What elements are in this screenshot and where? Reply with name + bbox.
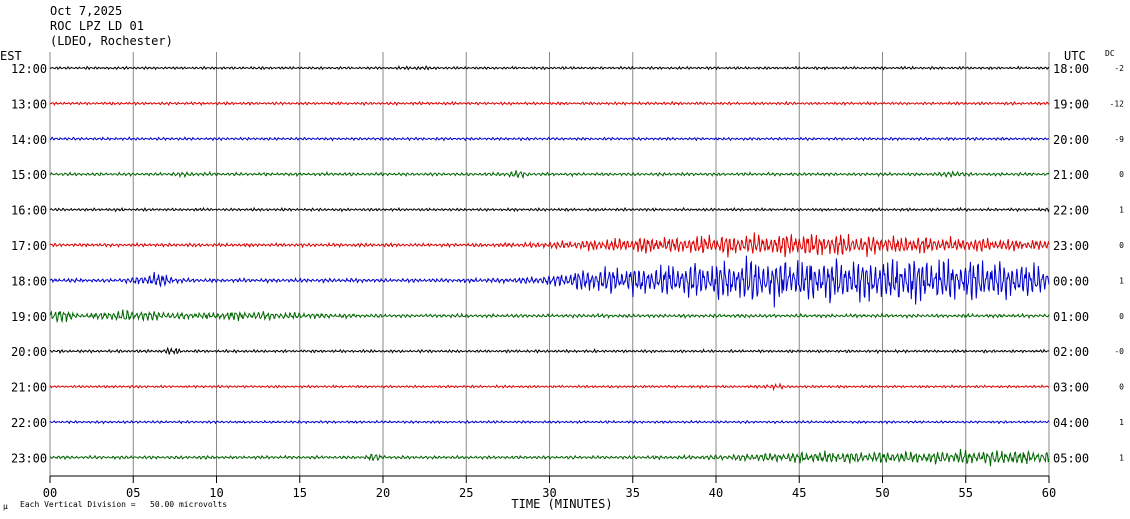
est-hour-label: 16:00 — [11, 204, 47, 218]
utc-hour-label: 22:00 — [1053, 204, 1089, 218]
est-hour-label: 23:00 — [11, 451, 47, 465]
seismogram-trace — [49, 100, 1050, 107]
est-hour-label: 17:00 — [11, 239, 47, 253]
x-tick-label: 45 — [792, 486, 806, 500]
dc-offset-label: 1 — [1119, 418, 1124, 427]
utc-hour-label: 19:00 — [1053, 97, 1089, 111]
utc-hour-label: 04:00 — [1053, 416, 1089, 430]
utc-hour-label: 02:00 — [1053, 345, 1089, 359]
dc-offset-label: 0 — [1119, 383, 1124, 392]
seismogram-trace — [49, 232, 1050, 258]
utc-hour-label: 03:00 — [1053, 381, 1089, 395]
seismogram-trace — [49, 136, 1050, 142]
dc-offset-label: 1 — [1119, 276, 1124, 285]
dc-offset-label: -0 — [1114, 347, 1124, 356]
utc-hour-label: 20:00 — [1053, 133, 1089, 147]
x-tick-label: 35 — [626, 486, 640, 500]
est-hour-label: 13:00 — [11, 97, 47, 111]
dc-offset-label: 0 — [1119, 170, 1124, 179]
utc-hour-label: 01:00 — [1053, 310, 1089, 324]
x-tick-label: 00 — [43, 486, 57, 500]
x-tick-label: 55 — [959, 486, 973, 500]
seismogram-traces — [49, 65, 1050, 467]
est-hour-label: 21:00 — [11, 381, 47, 395]
minute-gridlines — [49, 52, 1050, 476]
est-hour-label: 12:00 — [11, 62, 47, 76]
x-tick-label: 60 — [1042, 486, 1056, 500]
seismogram-trace — [49, 382, 1050, 392]
microvolt-icon: μ — [3, 502, 8, 511]
est-hour-label: 15:00 — [11, 168, 47, 182]
hour-labels: 12:00 18:00 -2 13:00 19:00 -12 14:00 20:00 -9 15:… — [11, 62, 1124, 465]
dc-offset-label: -12 — [1110, 99, 1125, 108]
utc-hour-label: 21:00 — [1053, 168, 1089, 182]
dc-offset-label: -9 — [1114, 135, 1124, 144]
x-tick-label: 30 — [542, 486, 556, 500]
x-tick-label: 20 — [376, 486, 390, 500]
utc-hour-label: 23:00 — [1053, 239, 1089, 253]
dc-offset-label: 1 — [1119, 206, 1124, 215]
scale-note: Each Vertical Division = 50.00 microvolt… — [20, 500, 227, 509]
utc-axis-title: UTC — [1064, 49, 1086, 63]
seismogram-trace — [49, 419, 1050, 425]
x-tick-label: 15 — [293, 486, 307, 500]
seismogram-trace — [49, 206, 1050, 213]
x-tick-label: 50 — [875, 486, 889, 500]
seismogram-trace — [50, 255, 1050, 308]
dc-offset-label: 1 — [1119, 453, 1124, 462]
chart-date: Oct 7,2025 — [50, 4, 123, 18]
est-hour-label: 20:00 — [11, 345, 47, 359]
est-hour-label: 22:00 — [11, 416, 47, 430]
est-hour-label: 19:00 — [11, 310, 47, 324]
dc-column-title: DC — [1105, 49, 1115, 58]
station-code: ROC LPZ LD 01 — [50, 19, 144, 33]
seismogram-trace — [49, 170, 1050, 180]
seismogram-trace — [49, 309, 1050, 324]
dc-offset-label: 0 — [1119, 241, 1124, 250]
x-axis: 00 05 10 15 20 25 30 35 40 45 50 55 60 — [43, 475, 1056, 500]
seismogram-trace — [49, 346, 1050, 356]
utc-hour-label: 18:00 — [1053, 62, 1089, 76]
x-tick-label: 05 — [126, 486, 140, 500]
x-tick-label: 40 — [709, 486, 723, 500]
seismogram-trace — [49, 65, 1050, 71]
x-tick-label: 25 — [459, 486, 473, 500]
x-axis-label: TIME (MINUTES) — [511, 497, 612, 511]
est-hour-label: 14:00 — [11, 133, 47, 147]
seismogram-trace — [49, 449, 1050, 467]
dc-offset-label: -2 — [1114, 64, 1124, 73]
est-hour-label: 18:00 — [11, 274, 47, 288]
dc-offset-label: 0 — [1119, 312, 1124, 321]
station-network: (LDEO, Rochester) — [50, 34, 173, 48]
est-axis-title: EST — [0, 49, 22, 63]
utc-hour-label: 00:00 — [1053, 274, 1089, 288]
x-tick-label: 10 — [209, 486, 223, 500]
utc-hour-label: 05:00 — [1053, 451, 1089, 465]
